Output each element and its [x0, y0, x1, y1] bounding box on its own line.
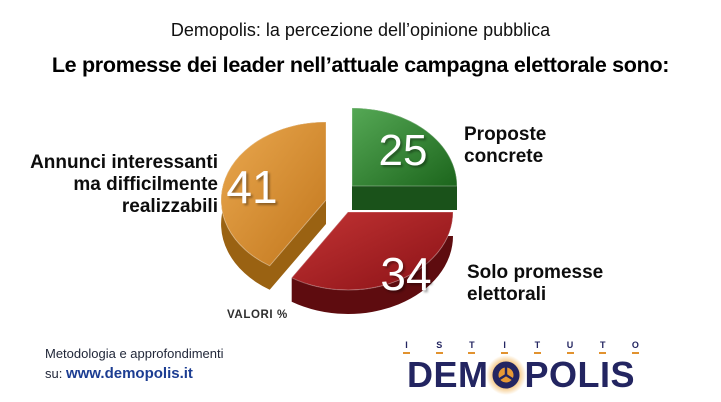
logo-istituto-letter: I: [403, 341, 410, 354]
slide-title: Le promesse dei leader nell’attuale camp…: [51, 53, 670, 77]
pie-slice-red: 34: [290, 211, 454, 314]
methodology-note: Metodologia e approfondimenti su: www.de…: [45, 345, 224, 383]
pie-value-34: 34: [380, 248, 431, 300]
logo-istituto-letter: T: [468, 341, 475, 354]
pie-label-promesse: Solo promesse elettorali: [467, 262, 603, 306]
pie-label-proposte-line2: concrete: [464, 146, 544, 167]
link-prefix: su:: [45, 366, 66, 381]
logo-word-post: POLIS: [524, 354, 636, 395]
pie-chart: 41 25 34: [200, 98, 490, 338]
pie-label-promesse-line2: elettorali: [467, 284, 547, 305]
pie-slice-orange: 41: [220, 121, 327, 290]
pie-label-promesse-line1: Solo promesse: [467, 262, 604, 283]
logo-o-icon: [486, 355, 527, 395]
pie-label-proposte-line1: Proposte: [464, 124, 547, 145]
pie-slice-green: 25: [351, 107, 458, 210]
pie-label-annunci: Annunci interessanti ma difficilmente re…: [0, 152, 218, 218]
logo-wordmark: DEM POLIS: [395, 354, 647, 396]
logo-istituto-letter: S: [436, 341, 443, 354]
logo-word-pre: DEM: [406, 354, 489, 395]
demopolis-logo: I S T I T U T O DEM POLIS: [395, 341, 647, 396]
pie-label-annunci-line3: realizzabili: [121, 196, 218, 217]
pie-value-25: 25: [379, 126, 428, 175]
demopolis-link[interactable]: www.demopolis.it: [65, 365, 193, 382]
pie-label-annunci-line1: Annunci interessanti: [30, 152, 218, 173]
slide-subtitle: Demopolis: la percezione dell’opinione p…: [170, 20, 551, 40]
logo-istituto-letter: O: [632, 341, 639, 354]
methodology-line: Metodologia e approfondimenti: [45, 346, 224, 361]
logo-istituto-letter: I: [501, 341, 508, 354]
values-note: VALORI %: [227, 309, 288, 321]
pie-label-proposte: Proposte concrete: [464, 124, 546, 168]
logo-istituto-letter: T: [599, 341, 606, 354]
logo-istituto-letter: U: [567, 341, 574, 354]
pie-chart-svg: 41 25 34: [220, 107, 458, 314]
pie-value-41: 41: [226, 161, 277, 213]
logo-istituto-letter: T: [534, 341, 541, 354]
pie-label-annunci-line2: ma difficilmente: [73, 174, 218, 195]
